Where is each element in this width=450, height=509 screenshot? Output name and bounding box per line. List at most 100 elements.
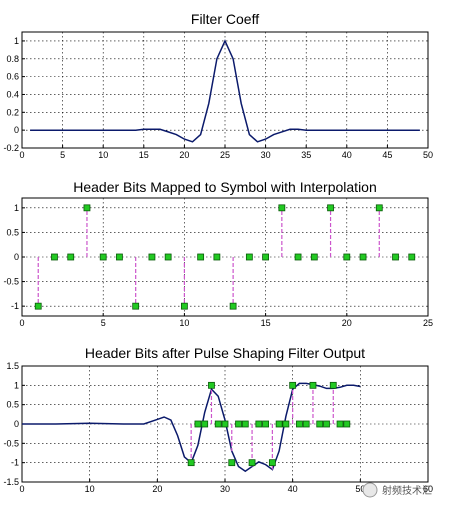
subplot-3-yticks: -1.5 -1 -0.5 0 0.5 1 1.5 xyxy=(3,361,25,487)
subplot-2-title: Header Bits Mapped to Symbol with Interp… xyxy=(73,179,377,195)
data-point-marker xyxy=(148,253,156,261)
data-point-marker xyxy=(132,302,140,310)
data-point-marker xyxy=(228,459,236,467)
data-point-marker xyxy=(392,253,399,261)
data-point-marker xyxy=(262,253,270,261)
subplot-pulse-shaping-output: Header Bits after Pulse Shaping Filter O… xyxy=(3,345,433,494)
x-tick-label: 40 xyxy=(342,150,352,160)
data-point-marker xyxy=(282,420,290,428)
y-tick-label: -1.5 xyxy=(3,477,19,487)
data-point-marker xyxy=(323,420,330,428)
data-point-marker xyxy=(208,381,215,389)
subplot-2-lines xyxy=(34,204,416,310)
subplot-1-title: Filter Coeff xyxy=(191,11,259,27)
y-tick-label: -1 xyxy=(11,458,19,468)
data-point-marker xyxy=(343,420,351,428)
data-point-marker xyxy=(51,253,58,261)
data-point-marker xyxy=(34,302,42,310)
data-point-marker xyxy=(343,253,351,261)
data-point-marker xyxy=(329,381,337,389)
data-point-marker xyxy=(201,420,209,428)
x-tick-label: 25 xyxy=(423,318,433,328)
data-point-marker xyxy=(310,253,318,261)
data-point-marker xyxy=(408,253,416,261)
x-tick-label: 35 xyxy=(301,150,311,160)
data-point-marker xyxy=(316,420,324,428)
data-point-marker xyxy=(268,459,276,467)
x-tick-label: 40 xyxy=(288,484,298,494)
data-point-marker xyxy=(187,459,195,467)
x-tick-label: 0 xyxy=(19,484,24,494)
subplot-1-lines xyxy=(30,39,420,143)
y-tick-label: 1 xyxy=(14,380,19,390)
data-point-marker xyxy=(255,420,263,428)
data-point-marker xyxy=(164,253,172,261)
watermark-text: 射频技术汇 xyxy=(382,484,432,497)
x-tick-label: 20 xyxy=(152,484,162,494)
y-tick-label: 1.5 xyxy=(6,361,19,371)
data-point-marker xyxy=(221,420,229,428)
x-tick-label: 5 xyxy=(101,318,106,328)
data-point-marker xyxy=(245,253,253,261)
data-point-marker xyxy=(309,381,317,389)
x-tick-label: 20 xyxy=(179,150,189,160)
data-point-marker xyxy=(67,253,75,261)
y-tick-label: 0.5 xyxy=(6,227,19,237)
x-tick-label: 45 xyxy=(382,150,392,160)
watermark: 射频技术汇 xyxy=(362,482,432,498)
subplot-2-xticks: 0 5 10 15 20 25 xyxy=(19,313,433,328)
y-tick-label: -0.5 xyxy=(3,438,19,448)
subplot-1-xticks: 0 5 10 15 20 25 30 35 40 45 50 xyxy=(19,145,433,160)
x-tick-label: 50 xyxy=(423,150,433,160)
data-point-marker xyxy=(375,204,383,212)
subplot-3-title: Header Bits after Pulse Shaping Filter O… xyxy=(85,345,365,361)
subplot-3-xticks: 0 10 20 30 40 50 60 xyxy=(19,479,433,494)
x-tick-label: 15 xyxy=(139,150,149,160)
y-tick-label: 0.6 xyxy=(6,72,19,82)
y-tick-label: 0 xyxy=(14,125,19,135)
y-tick-label: 0.8 xyxy=(6,54,19,64)
data-point-marker xyxy=(214,420,222,428)
data-point-marker xyxy=(296,420,303,428)
subplot-2-yticks: -1 -0.5 0 0.5 1 xyxy=(3,203,25,311)
y-tick-label: 0.5 xyxy=(6,400,19,410)
data-point-marker xyxy=(359,253,367,261)
y-tick-label: -1 xyxy=(11,301,19,311)
y-tick-label: 1 xyxy=(14,203,19,213)
x-tick-label: 20 xyxy=(342,318,352,328)
x-tick-label: 30 xyxy=(220,484,230,494)
y-tick-label: 0.2 xyxy=(6,107,19,117)
x-tick-label: 50 xyxy=(355,484,365,494)
subplot-3-lines xyxy=(22,381,361,473)
x-tick-label: 10 xyxy=(98,150,108,160)
data-point-marker xyxy=(294,253,302,261)
y-tick-label: 0 xyxy=(14,252,19,262)
data-point-marker xyxy=(197,253,205,261)
data-point-marker xyxy=(99,253,107,261)
y-tick-label: 0.4 xyxy=(6,89,19,99)
data-point-marker xyxy=(241,420,249,428)
data-point-marker xyxy=(327,204,334,212)
y-tick-label: 1 xyxy=(14,36,19,46)
data-point-marker xyxy=(180,302,188,310)
watermark-logo-icon xyxy=(362,482,378,498)
x-tick-label: 0 xyxy=(19,150,24,160)
subplot-filter-coeff: Filter Coeff -0.200.20.40.60.81 0 5 10 15 20… xyxy=(3,11,433,160)
data-point-marker xyxy=(213,253,221,261)
data-point-marker xyxy=(289,381,297,389)
data-point-marker xyxy=(83,204,91,212)
y-tick-label: -0.5 xyxy=(3,277,19,287)
data-point-marker xyxy=(235,420,242,428)
x-tick-label: 10 xyxy=(85,484,95,494)
data-point-marker xyxy=(278,204,286,212)
y-tick-label: -0.2 xyxy=(3,143,19,153)
data-point-marker xyxy=(336,420,344,428)
x-tick-label: 0 xyxy=(19,318,24,328)
data-point-marker xyxy=(262,420,270,428)
subplot-1-yticks: -0.2 0 0.2 0.4 0.6 0.8 1 xyxy=(3,36,25,153)
data-point-marker xyxy=(229,302,237,310)
y-tick-label: 0 xyxy=(14,419,19,429)
x-tick-label: 30 xyxy=(261,150,271,160)
x-tick-label: 10 xyxy=(179,318,189,328)
